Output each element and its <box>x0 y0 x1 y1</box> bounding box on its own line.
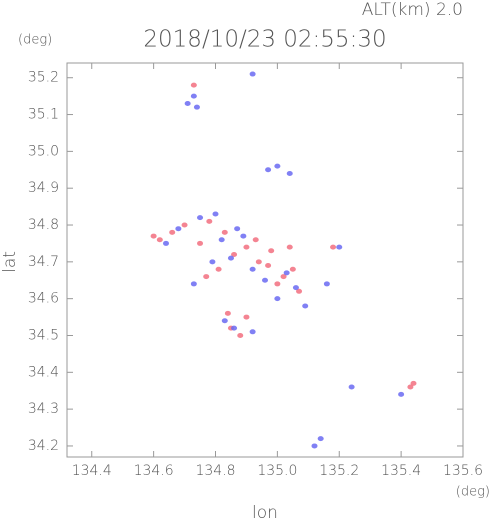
y-unit: (deg) <box>18 33 52 48</box>
point <box>215 266 222 272</box>
point <box>286 244 293 250</box>
point <box>212 211 219 217</box>
point <box>268 248 275 254</box>
y-tick-label: 35.1 <box>28 107 59 123</box>
y-tick-label: 34.7 <box>28 254 59 270</box>
point <box>317 436 324 442</box>
point <box>237 332 244 338</box>
point <box>234 226 241 232</box>
point <box>197 240 204 246</box>
point <box>197 215 204 221</box>
y-tick-label: 34.2 <box>28 438 59 454</box>
x-tick-label: 134.8 <box>195 463 235 479</box>
point <box>169 229 176 235</box>
point <box>175 226 182 232</box>
point <box>249 266 256 272</box>
y-tick-label: 35.2 <box>28 70 59 86</box>
point <box>302 303 309 309</box>
point <box>286 170 293 176</box>
point <box>224 310 231 316</box>
y-axis-label: lat <box>0 251 20 273</box>
point <box>410 380 417 386</box>
point <box>289 266 296 272</box>
point <box>274 281 281 287</box>
x-tick-label: 135.2 <box>319 463 359 479</box>
point <box>274 163 281 169</box>
y-tick-label: 34.6 <box>28 291 59 307</box>
point <box>274 296 281 302</box>
point <box>311 443 318 449</box>
y-tick-label: 34.9 <box>28 180 59 196</box>
point <box>203 274 210 280</box>
point <box>240 233 247 239</box>
y-tick-label: 34.4 <box>28 364 59 380</box>
point <box>292 285 299 291</box>
point <box>249 71 256 77</box>
point <box>296 288 303 294</box>
point <box>323 281 330 287</box>
point <box>407 384 414 390</box>
point <box>163 240 169 246</box>
point <box>265 167 272 173</box>
point <box>252 237 259 243</box>
point <box>249 329 256 335</box>
y-tick-label: 34.3 <box>28 401 59 417</box>
point <box>206 218 213 224</box>
point <box>255 259 262 265</box>
point <box>348 384 355 390</box>
point <box>398 391 405 397</box>
point <box>193 104 200 110</box>
point <box>150 233 157 239</box>
point <box>265 263 272 269</box>
point <box>209 259 216 265</box>
point <box>156 237 163 243</box>
point <box>243 314 250 320</box>
point <box>221 318 228 324</box>
point <box>221 229 228 235</box>
chart-title: 2018/10/23 02:55:30 <box>143 27 386 53</box>
x-tick-label: 135.0 <box>257 463 297 479</box>
point <box>283 270 290 276</box>
point <box>190 281 197 287</box>
y-tick-label: 34.8 <box>28 217 59 233</box>
point <box>181 222 188 228</box>
point <box>184 101 191 107</box>
point <box>190 82 197 88</box>
point <box>231 251 238 257</box>
x-axis-label: lon <box>252 503 278 521</box>
x-tick-label: 135.6 <box>443 463 483 479</box>
point <box>280 274 287 280</box>
point <box>218 237 225 243</box>
point <box>227 255 234 261</box>
altitude-label: ALT(km) 2.0 <box>362 0 463 20</box>
plot-frame <box>66 62 464 458</box>
x-tick-label: 134.6 <box>134 463 174 479</box>
y-tick-label: 35.0 <box>28 143 59 159</box>
point <box>243 244 250 250</box>
point <box>330 244 337 250</box>
x-tick-label: 134.4 <box>72 463 112 479</box>
point <box>262 277 268 283</box>
y-tick-label: 34.5 <box>28 327 59 343</box>
x-unit: (deg) <box>456 485 490 500</box>
point <box>190 93 197 99</box>
point <box>231 325 238 331</box>
point <box>336 244 343 250</box>
x-tick-label: 135.4 <box>381 463 421 479</box>
